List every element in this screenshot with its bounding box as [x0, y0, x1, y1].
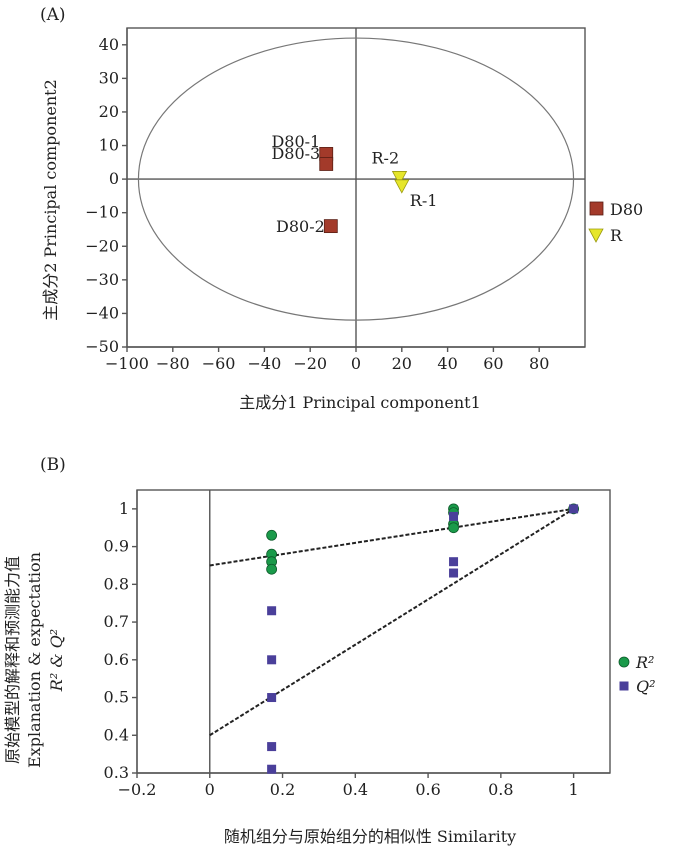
panel-a-ticks: −100 −80 −60 −40 −20 0 20 40 60 80−50−40−30−20−10… [85, 35, 549, 373]
panel-a-point-label: D80-3 [271, 144, 320, 163]
panel-b-ticks: −0.2 0 0.2 0.4 0.6 0.8 1 0.3 0.4 0.5 0.6 0.7 0.8 0.9 1 [104, 490, 610, 799]
panel-a-point-d80-2 [323, 219, 338, 234]
panel-a-x-tick-label: −80 [156, 354, 190, 373]
panel-a-confidence-ellipse [137, 37, 575, 321]
panel-b-regression-line-r2 [209, 507, 574, 567]
panel-b-y-axis-label-line3: R² & Q² [47, 629, 66, 692]
panel-b-legend-marker [618, 656, 630, 668]
panel-a-y-tick-label: −20 [85, 236, 119, 255]
panel-b-q2-point [449, 557, 459, 567]
panel-b-x-tick-label: 0.2 [270, 780, 295, 799]
panel-b-q2-point [449, 568, 459, 578]
panel-b-y-tick-label: 0.7 [104, 612, 129, 631]
panel-a-legend-marker [588, 228, 604, 243]
panel-b-y-tick-label: 1 [119, 499, 129, 518]
panel-b-y-tick-label: 0.3 [104, 763, 129, 782]
panel-a-y-tick-label: −30 [85, 270, 119, 289]
panel-a-label: (A) [40, 5, 66, 25]
panel-b-y-axis-label-line2: Explanation & expectation [25, 552, 44, 768]
panel-a-y-tick-label: 10 [99, 136, 119, 155]
panel-b-q2-point [267, 606, 277, 616]
panel-b-q2-point [267, 693, 277, 703]
panel-a-point-label: D80-2 [276, 217, 325, 236]
panel-b-r2-point [266, 563, 278, 575]
panel-a-point-label: R-1 [410, 191, 438, 210]
panel-a-x-tick-label: 40 [437, 354, 457, 373]
panel-b-y-axis-label-line1: 原始模型的解释和预测能力值 [3, 556, 22, 764]
panel-a-x-tick-label: −40 [248, 354, 282, 373]
panel-b-r2-point [448, 522, 459, 534]
panel-b-q2-point [569, 504, 579, 514]
panel-a-y-tick-label: −40 [85, 303, 119, 322]
panel-a-y-tick-label: 40 [99, 35, 119, 54]
panel-a-legend: D80 R [588, 200, 643, 245]
panel-b-plot-frame [136, 489, 611, 774]
panel-b-r2-point [266, 529, 278, 541]
panel-b-x-tick-label: 0.4 [343, 780, 368, 799]
panel-a-point-r-2 [391, 171, 408, 186]
panel-a-pca-plot: (A) −100 −80 −60 −40 −20 0 20 40 60 80−50−40−30−2… [40, 5, 643, 412]
panel-a-y-tick-label: 0 [109, 169, 119, 188]
panel-a-y-tick-label: 30 [99, 68, 119, 87]
panel-a-x-tick-label: 0 [351, 354, 361, 373]
panel-b-x-tick-label: −0.2 [118, 780, 157, 799]
panel-b-regression-line-q2 [209, 508, 575, 737]
panel-b-x-tick-label: 0.8 [488, 780, 513, 799]
panel-b-permutation-plot: (B) −0.2 0 0.2 0.4 0.6 0.8 1 0.3 0.4 0.5 0.6 0.7 0.8… [3, 455, 656, 846]
panel-b-x-tick-label: 1 [569, 780, 579, 799]
panel-b-q2-point [267, 764, 277, 774]
panel-a-x-tick-label: 80 [529, 354, 549, 373]
panel-a-y-tick-label: −10 [85, 203, 119, 222]
panel-b-q2-point [267, 655, 277, 665]
panel-b-regression-lines [209, 507, 575, 737]
panel-b-label: (B) [40, 455, 66, 475]
panel-b-legend: R² Q² [618, 653, 656, 696]
panel-a-point-label: D80-1 [271, 132, 320, 151]
panel-b-y-tick-label: 0.9 [104, 537, 129, 556]
panel-b-x-tick-label: 0 [205, 780, 215, 799]
panel-b-q2-point [449, 511, 459, 521]
panel-b-x-tick-label: 0.6 [415, 780, 440, 799]
panel-a-point-label: R-2 [372, 148, 400, 167]
panel-b-y-tick-label: 0.8 [104, 574, 129, 593]
panel-b-legend-marker [619, 681, 629, 691]
panel-a-axes [126, 28, 585, 348]
panel-a-x-axis-label: 主成分1 Principal component1 [239, 393, 481, 412]
panel-a-x-tick-label: −100 [105, 354, 149, 373]
panel-a-x-tick-label: −60 [202, 354, 236, 373]
panel-b-marks [266, 503, 580, 774]
panel-b-q2-point [267, 742, 277, 752]
panel-a-point-d80-3 [319, 157, 334, 171]
panel-a-x-tick-label: −20 [293, 354, 327, 373]
panel-a-x-tick-label: 60 [483, 354, 503, 373]
panel-b-legend-label: R² [635, 653, 654, 672]
panel-b-y-tick-label: 0.6 [104, 650, 129, 669]
panel-a-y-tick-label: 20 [99, 102, 119, 121]
panel-a-legend-marker [589, 201, 604, 216]
panel-a-point-r-1 [394, 179, 410, 194]
panel-a-legend-label: R [610, 226, 623, 245]
panel-b-legend-label: Q² [636, 677, 656, 696]
panel-b-x-axis-label: 随机组分与原始组分的相似性 Similarity [224, 827, 516, 846]
panel-a-y-axis-label: 主成分2 Principal component2 [41, 79, 60, 321]
panel-a-y-tick-label: −50 [85, 337, 119, 356]
panel-a-legend-label: D80 [610, 200, 643, 219]
panel-b-y-tick-label: 0.4 [104, 725, 129, 744]
panel-a-x-tick-label: 20 [392, 354, 412, 373]
panel-b-y-tick-label: 0.5 [104, 688, 129, 707]
